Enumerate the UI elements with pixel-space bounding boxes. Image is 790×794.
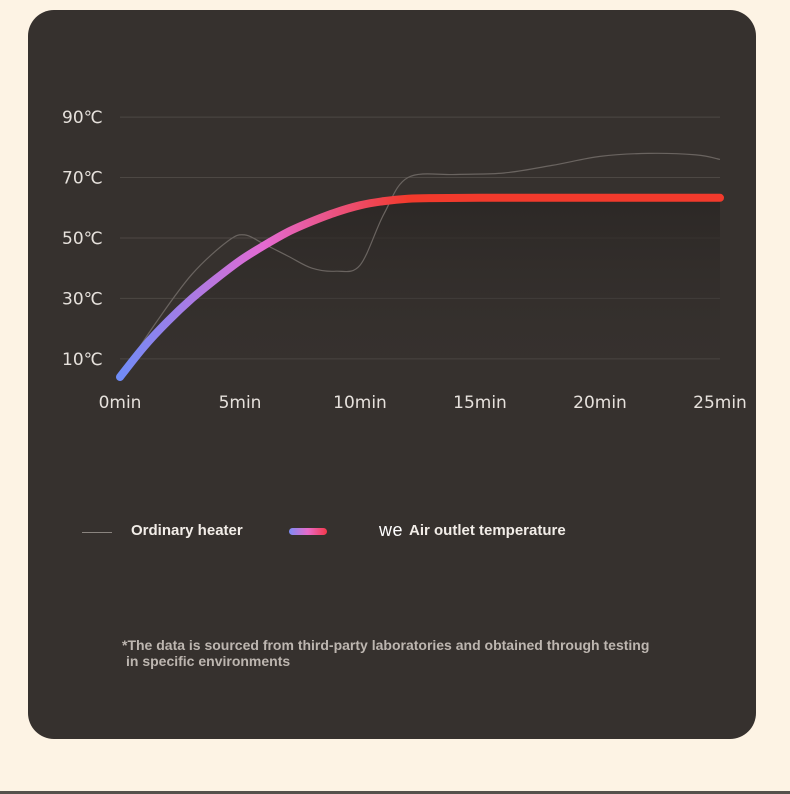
bottom-divider <box>0 791 790 794</box>
chart-card: 90℃ 70℃ 50℃ 30℃ 10℃ 0min 5min 10min 15min 20min 2… <box>28 10 756 739</box>
air-outlet-legend-label: Air outlet temperature <box>409 522 566 539</box>
air-outlet-temperature-line <box>116 193 724 381</box>
y-tick-label: 30℃ <box>62 289 103 309</box>
ordinary-heater-legend-label: Ordinary heater <box>131 522 243 539</box>
temperature-chart: 90℃ 70℃ 50℃ 30℃ 10℃ 0min 5min 10min 15min 20min 2… <box>62 108 747 413</box>
y-tick-label: 90℃ <box>62 108 103 128</box>
x-tick-label: 15min <box>453 393 507 413</box>
ordinary-heater-legend-line <box>82 532 112 533</box>
air-outlet-area <box>120 197 720 388</box>
ordinary-heater-line <box>119 152 721 378</box>
x-tick-label: 5min <box>219 393 262 413</box>
x-tick-label: 10min <box>333 393 387 413</box>
brand-logo: we <box>379 520 404 540</box>
x-tick-label: 20min <box>573 393 627 413</box>
footnote-line-1: *The data is sourced from third-party la… <box>122 637 650 653</box>
data-source-footnote: *The data is sourced from third-party la… <box>122 637 682 669</box>
y-tick-label: 70℃ <box>62 169 103 189</box>
y-tick-label: 50℃ <box>62 229 103 249</box>
y-tick-label: 10℃ <box>62 350 103 370</box>
chart-legend: Ordinary heater we Air outlet temperatur… <box>28 520 756 544</box>
air-outlet-legend-line <box>289 528 327 535</box>
x-tick-label: 0min <box>99 393 142 413</box>
x-tick-label: 25min <box>693 393 747 413</box>
footnote-line-2: in specific environments <box>126 653 291 669</box>
